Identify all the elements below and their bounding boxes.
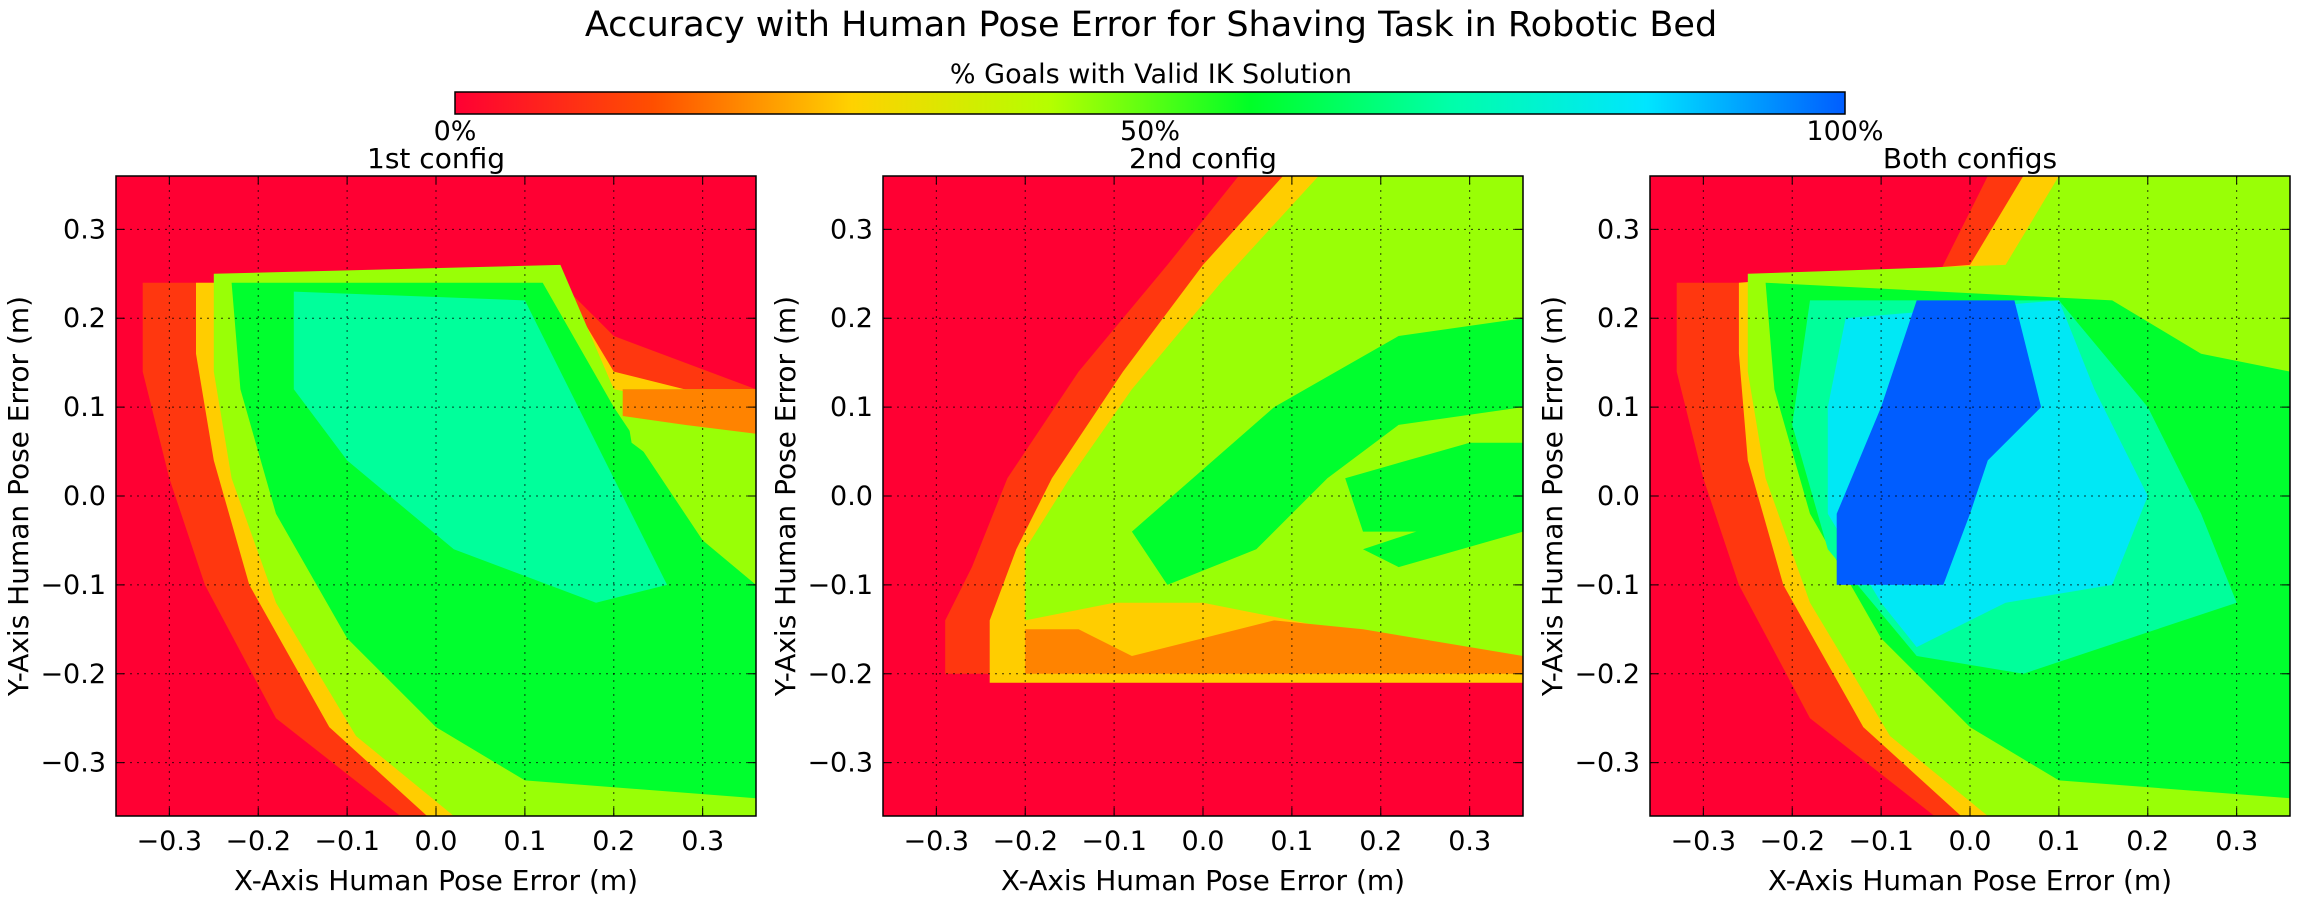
x-axis-label: X-Axis Human Pose Error (m) [1768,864,2172,897]
heatmap-region [293,291,668,603]
heatmap-region [622,389,756,434]
x-tick-label: 0.2 [2126,826,2169,857]
colorbar-tick-label-0: 0% [434,116,477,147]
heatmap-region [1363,496,1523,568]
y-tick-label: −0.2 [1574,659,1640,690]
y-axis-label: Y-Axis Human Pose Error (m) [2,296,35,697]
colorbar: % Goals with Valid IK Solution 0% 50% 10… [434,59,1884,147]
x-tick-label: 0.3 [2215,826,2258,857]
y-tick-label: −0.3 [807,748,873,779]
x-tick-label: 0.2 [592,826,635,857]
y-tick-label: 0.0 [1597,481,1640,512]
heatmap-panel-2nd-config: −0.3 −0.2 −0.1 0.0 0.1 0.2 0.3 −0.3 −0.2 −0.1 0.0 0… [769,142,1524,897]
x-tick-label: 0.1 [503,826,546,857]
y-tick-label: −0.2 [807,659,873,690]
y-tick-label: 0.2 [830,303,873,334]
panel-title: 2nd config [1129,142,1277,175]
y-tick-label: −0.1 [1574,570,1640,601]
colorbar-gradient [454,91,1846,115]
colorbar-tick-label-100: 100% [1806,116,1883,147]
x-tick-label: 0.0 [1182,826,1225,857]
y-tick-label: 0.2 [1597,303,1640,334]
y-tick-label: −0.2 [40,659,106,690]
x-tick-label: −0.2 [225,826,291,857]
heatmap-region [1025,620,1523,674]
x-axis-label: X-Axis Human Pose Error (m) [234,864,638,897]
y-tick-label: 0.3 [830,214,873,245]
heatmap-panel-1st-config: −0.3 −0.2 −0.1 0.0 0.1 0.2 0.3 −0.3 −0.2 −0.1 0.0 0… [2,142,757,897]
x-tick-label: −0.3 [904,826,970,857]
heatmap-field [116,176,756,816]
y-tick-label: −0.3 [40,748,106,779]
y-tick-label: 0.1 [63,392,106,423]
colorbar-label: % Goals with Valid IK Solution [950,59,1352,90]
panel-title: 1st config [367,142,505,175]
heatmap-region [1345,442,1523,532]
colorbar-tick-label-50: 50% [1120,116,1180,147]
y-tick-label: 0.0 [830,481,873,512]
x-tick-label: 0.3 [1448,826,1491,857]
y-axis-label: Y-Axis Human Pose Error (m) [769,296,802,697]
x-tick-label: 0.3 [681,826,724,857]
x-tick-label: −0.3 [1671,826,1737,857]
x-tick-label: 0.1 [2037,826,2080,857]
x-tick-label: 0.0 [1949,826,1992,857]
heatmap-field [1650,176,2290,816]
heatmap-field [883,176,1523,816]
y-tick-label: −0.3 [1574,748,1640,779]
y-tick-label: 0.3 [1597,214,1640,245]
x-tick-label: −0.1 [1081,826,1147,857]
x-tick-label: 0.2 [1359,826,1402,857]
y-tick-label: 0.2 [63,303,106,334]
x-tick-label: −0.2 [1759,826,1825,857]
x-tick-label: −0.3 [137,826,203,857]
x-tick-label: −0.1 [314,826,380,857]
heatmap-region [1131,318,1523,585]
heatmap-panel-both-configs: −0.3 −0.2 −0.1 0.0 0.1 0.2 0.3 −0.3 −0.2 −0.1 0.0 0… [1536,142,2291,897]
x-axis-label: X-Axis Human Pose Error (m) [1001,864,1405,897]
x-tick-label: −0.2 [992,826,1058,857]
x-tick-label: −0.1 [1848,826,1914,857]
y-tick-label: −0.1 [807,570,873,601]
x-tick-label: 0.1 [1270,826,1313,857]
y-tick-label: 0.1 [1597,392,1640,423]
y-axis-label: Y-Axis Human Pose Error (m) [1536,296,1569,697]
x-tick-label: 0.0 [415,826,458,857]
y-tick-label: 0.1 [830,392,873,423]
y-tick-label: −0.1 [40,570,106,601]
figure-title: Accuracy with Human Pose Error for Shavi… [585,5,1717,45]
heatmap-region [1836,300,2042,585]
panel-title: Both configs [1883,142,2057,175]
y-tick-label: 0.0 [63,481,106,512]
y-tick-label: 0.3 [63,214,106,245]
